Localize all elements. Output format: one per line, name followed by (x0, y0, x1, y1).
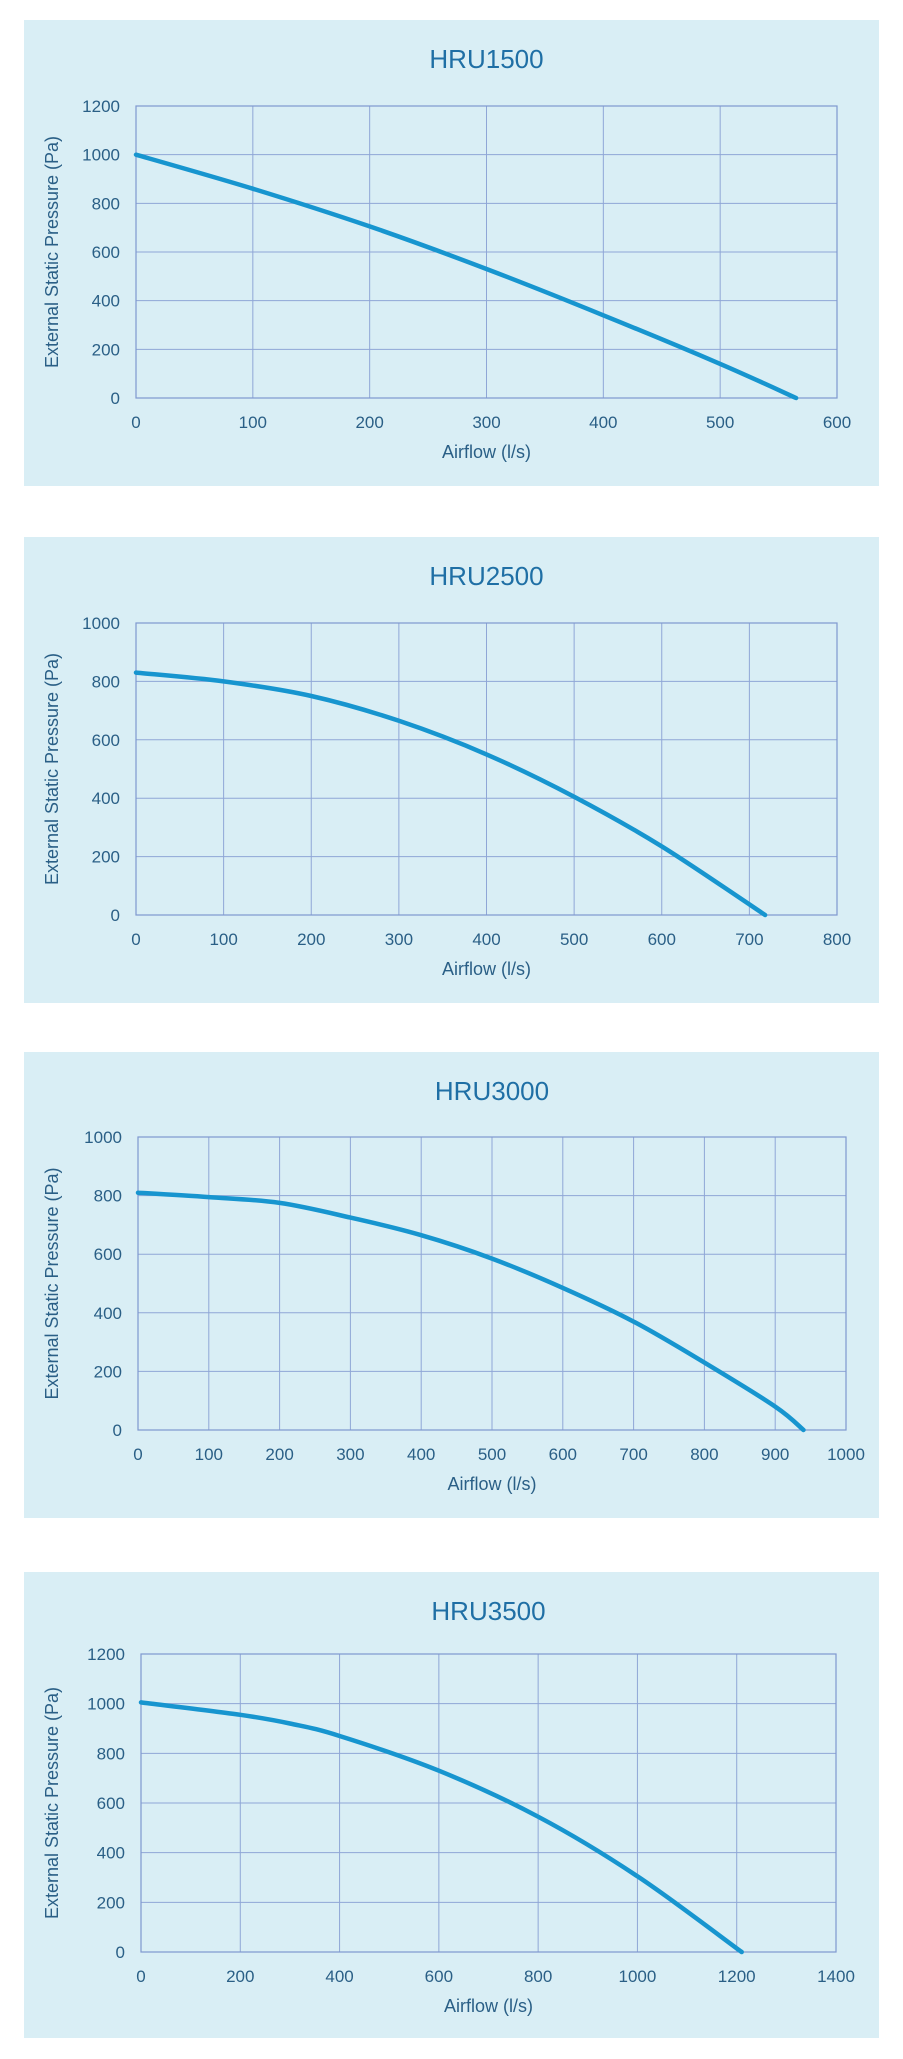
plot-frame (137, 1136, 847, 1431)
plot-frame (135, 105, 838, 399)
y-tick-label: 200 (92, 848, 120, 867)
x-tick-label: 300 (472, 413, 500, 432)
x-tick-label: 0 (131, 413, 140, 432)
x-tick-label: 900 (761, 1445, 789, 1464)
y-tick-label: 200 (92, 340, 120, 359)
x-tick-label: 400 (589, 413, 617, 432)
gridlines (140, 1653, 837, 1953)
y-tick-label: 800 (92, 194, 120, 213)
chart-panel-hru3500: HRU3500 0 200 400 600 800 1000 1200 1400 0 200 400 6… (24, 1572, 879, 2038)
x-tick-label: 200 (297, 930, 325, 949)
chart-title: HRU3500 (431, 1596, 545, 1626)
x-tick-label: 400 (472, 930, 500, 949)
y-tick-label: 600 (92, 731, 120, 750)
x-tick-label: 500 (560, 930, 588, 949)
y-tick-label: 1000 (84, 1128, 122, 1147)
y-axis-label: External Static Pressure (Pa) (42, 1167, 62, 1399)
y-tick-label: 400 (92, 789, 120, 808)
y-tick-label: 200 (97, 1893, 125, 1912)
x-tick-label: 1200 (718, 1967, 756, 1986)
y-tick-label: 1000 (82, 614, 120, 633)
x-tick-label: 200 (265, 1445, 293, 1464)
x-tick-label: 600 (549, 1445, 577, 1464)
chart-hru2500: HRU2500 0 100 200 300 400 500 600 700 800 0 200 400 6… (42, 561, 851, 979)
chart-panel-hru1500: HRU1500 0 100 200 300 400 500 600 0 200 400 600 800 1… (24, 20, 879, 486)
x-tick-label: 0 (131, 930, 140, 949)
y-tick-label: 200 (94, 1362, 122, 1381)
y-tick-label: 0 (116, 1943, 125, 1962)
x-tick-label: 1000 (827, 1445, 865, 1464)
x-axis-label: Airflow (l/s) (442, 959, 531, 979)
x-tick-label: 100 (209, 930, 237, 949)
gridlines (135, 622, 838, 916)
x-tick-label: 700 (619, 1445, 647, 1464)
x-axis-label: Airflow (l/s) (448, 1474, 537, 1494)
chart-panel-hru3000: HRU3000 0 100 200 300 400 500 600 700 800 900 1000 0… (24, 1052, 879, 1518)
x-tick-label: 600 (425, 1967, 453, 1986)
gridlines (137, 1136, 847, 1431)
y-tick-label: 1200 (87, 1645, 125, 1664)
x-tick-label: 300 (385, 930, 413, 949)
y-tick-label: 1000 (87, 1695, 125, 1714)
x-tick-label: 700 (735, 930, 763, 949)
y-tick-label: 800 (94, 1187, 122, 1206)
y-tick-label: 400 (97, 1844, 125, 1863)
plot-frame (135, 622, 838, 916)
x-tick-label: 200 (355, 413, 383, 432)
y-tick-label: 400 (94, 1304, 122, 1323)
x-tick-label: 200 (226, 1967, 254, 1986)
gridlines (135, 105, 838, 399)
y-tick-label: 600 (92, 243, 120, 262)
fan-curve-line (133, 670, 768, 918)
x-tick-label: 500 (706, 413, 734, 432)
x-tick-label: 0 (136, 1967, 145, 1986)
x-tick-label: 800 (823, 930, 851, 949)
chart-title: HRU2500 (429, 561, 543, 591)
y-tick-label: 1200 (82, 97, 120, 116)
y-tick-label: 800 (92, 672, 120, 691)
x-tick-label: 1000 (619, 1967, 657, 1986)
y-tick-label: 400 (92, 292, 120, 311)
x-tick-label: 1400 (817, 1967, 855, 1986)
chart-hru3000: HRU3000 0 100 200 300 400 500 600 700 800 900 1000 0… (42, 1076, 865, 1494)
x-tick-label: 400 (407, 1445, 435, 1464)
y-tick-label: 0 (113, 1421, 122, 1440)
x-tick-label: 100 (195, 1445, 223, 1464)
y-axis-label: External Static Pressure (Pa) (42, 1687, 62, 1919)
chart-hru1500: HRU1500 0 100 200 300 400 500 600 0 200 400 600 800 1… (42, 44, 851, 462)
x-tick-label: 300 (336, 1445, 364, 1464)
y-axis-label: External Static Pressure (Pa) (42, 136, 62, 368)
chart-title: HRU1500 (429, 44, 543, 74)
y-tick-label: 800 (97, 1744, 125, 1763)
plot-frame (140, 1653, 837, 1953)
chart-hru3500: HRU3500 0 200 400 600 800 1000 1200 1400 0 200 400 6… (42, 1596, 855, 2016)
y-tick-label: 600 (94, 1245, 122, 1264)
x-tick-label: 0 (133, 1445, 142, 1464)
y-axis-label: External Static Pressure (Pa) (42, 653, 62, 885)
chart-title: HRU3000 (435, 1076, 549, 1106)
x-tick-label: 800 (690, 1445, 718, 1464)
y-tick-label: 0 (111, 906, 120, 925)
fan-curve-line (135, 1190, 806, 1433)
x-tick-label: 400 (325, 1967, 353, 1986)
fan-curve-line (133, 152, 799, 401)
x-tick-label: 800 (524, 1967, 552, 1986)
x-axis-label: Airflow (l/s) (444, 1996, 533, 2016)
y-tick-label: 1000 (82, 146, 120, 165)
x-tick-label: 600 (823, 413, 851, 432)
x-tick-label: 100 (239, 413, 267, 432)
fan-curve-line (138, 1700, 744, 1955)
y-tick-label: 600 (97, 1794, 125, 1813)
x-tick-label: 600 (648, 930, 676, 949)
chart-panel-hru2500: HRU2500 0 100 200 300 400 500 600 700 800 0 200 400 6… (24, 537, 879, 1003)
x-tick-label: 500 (478, 1445, 506, 1464)
y-tick-label: 0 (111, 389, 120, 408)
x-axis-label: Airflow (l/s) (442, 442, 531, 462)
